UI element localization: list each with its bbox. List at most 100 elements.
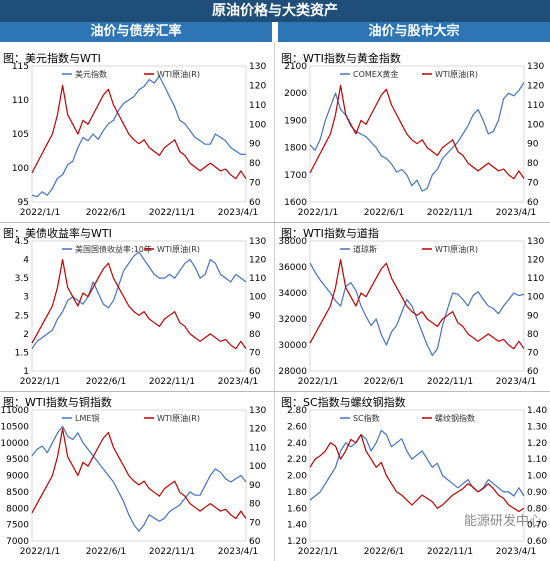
watermark-text: 能源研发中心 (463, 514, 542, 529)
chart-title: 图：WTI指数与道指 (281, 227, 379, 240)
x-tick-label: 2022/1/1 (298, 377, 338, 387)
y-left-tick-label: 4.5 (15, 237, 29, 247)
x-tick-label: 2023/4/1 (218, 547, 258, 557)
x-tick-label: 2023/4/1 (496, 208, 536, 218)
chart-panel-copper-wti: 图：WTI指数与铜指数 7000 7500 8000 8500 9000 9500 1000… (0, 394, 272, 561)
y-left-tick-label: 2.60 (287, 422, 307, 432)
series-line-primary (309, 81, 525, 192)
y-right-tick-label: 100 (249, 120, 266, 130)
section-title-right: 油价与股市大宗 (278, 22, 550, 42)
legend-label: WTI原油(R) (157, 244, 200, 254)
y-left-tick-label: 2 (23, 330, 29, 340)
y-left-tick-label: 3.5 (15, 274, 29, 284)
x-tick-label: 2022/6/1 (86, 208, 126, 218)
y-left-tick-label: 2.80 (287, 406, 307, 416)
y-left-tick-label: 1.80 (287, 488, 307, 498)
chart-panel-ust-wti: 图：美债收益率与WTI 1 1.5 2 2.5 3 3.5 4 4.5 60 70 80 90 100 1… (0, 225, 272, 391)
y-left-tick-label: 28000 (278, 367, 307, 377)
x-tick-label: 2022/11/1 (427, 547, 473, 557)
legend-label: SC指数 (353, 413, 380, 423)
x-tick-label: 2022/6/1 (86, 547, 126, 557)
y-left-tick-label: 2.20 (287, 455, 307, 465)
legend-label: WTI原油(R) (157, 413, 200, 423)
chart-title: 图：WTI指数与铜指数 (3, 396, 112, 409)
chart-sc-rebar: 1.20 1.40 1.60 1.80 2.00 2.20 2.40 2.60 2.80 0.60… (287, 406, 547, 557)
y-left-tick-label: 1.20 (287, 537, 307, 547)
legend-label: WTI原油(R) (435, 69, 478, 79)
y-left-tick-label: 115 (12, 62, 29, 72)
y-right-tick-label: 130 (527, 62, 544, 72)
y-left-tick-label: 1.5 (15, 348, 29, 358)
y-left-tick-label: 36000 (278, 263, 307, 273)
y-right-tick-label: 110 (249, 101, 266, 111)
x-tick-label: 2023/4/1 (496, 547, 536, 557)
page-title: 原油价格与大类资产 (0, 0, 550, 22)
y-left-tick-label: 1900 (284, 116, 307, 126)
y-right-tick-label: 0.70 (527, 521, 547, 531)
legend-label: 螺纹钢指数 (435, 413, 475, 423)
y-right-tick-label: 120 (249, 81, 266, 91)
y-right-tick-label: 80 (527, 159, 539, 169)
y-right-tick-label: 130 (249, 62, 266, 72)
y-right-tick-label: 70 (249, 179, 261, 189)
x-tick-label: 2022/6/1 (364, 547, 404, 557)
y-right-tick-label: 80 (527, 330, 539, 340)
y-right-tick-label: 0.90 (527, 488, 547, 498)
y-right-tick-label: 90 (249, 311, 261, 321)
y-right-tick-label: 70 (249, 518, 261, 528)
y-right-tick-label: 80 (249, 159, 261, 169)
y-right-tick-label: 100 (527, 120, 544, 130)
y-left-tick-label: 9500 (6, 455, 29, 465)
y-right-tick-label: 90 (249, 481, 261, 491)
y-left-tick-label: 1.60 (287, 504, 307, 514)
y-right-tick-label: 120 (249, 256, 266, 266)
y-left-tick-label: 100 (12, 164, 29, 174)
y-left-tick-label: 1700 (284, 171, 307, 181)
plot-frame (31, 409, 247, 542)
y-right-tick-label: 70 (527, 348, 539, 358)
y-left-tick-label: 2000 (284, 89, 307, 99)
y-right-tick-label: 120 (249, 425, 266, 435)
x-tick-label: 2022/11/1 (149, 377, 195, 387)
y-left-tick-label: 10500 (0, 422, 29, 432)
y-right-tick-label: 130 (249, 237, 266, 247)
x-tick-label: 2022/1/1 (298, 208, 338, 218)
y-left-tick-label: 1.40 (287, 521, 307, 531)
legend-label: COMEX黄金 (353, 69, 398, 79)
y-left-tick-label: 95 (18, 198, 29, 208)
chart-panel-dow-wti: 图：WTI指数与道指 28000 30000 32000 34000 36000 3800… (278, 225, 550, 391)
chart-gold-wti: 1600 1700 1800 1900 2000 2100 60 70 80 90 100 110 12… (284, 62, 544, 218)
y-left-tick-label: 32000 (278, 315, 307, 325)
plot-frame (31, 240, 247, 372)
y-right-tick-label: 0.80 (527, 504, 547, 514)
column-divider (274, 42, 275, 561)
y-right-tick-label: 1.40 (527, 406, 547, 416)
y-right-tick-label: 110 (249, 274, 266, 284)
x-tick-label: 2022/6/1 (364, 377, 404, 387)
chart-title: 图：SC指数与螺纹钢指数 (281, 396, 406, 409)
y-left-tick-label: 110 (12, 96, 29, 106)
series-line-primary (31, 75, 246, 198)
legend-label: 美国国债收益率:10年 (75, 244, 152, 254)
y-right-tick-label: 120 (527, 256, 544, 266)
y-left-tick-label: 7000 (6, 537, 29, 547)
row-divider-1 (0, 222, 550, 223)
y-right-tick-label: 60 (527, 367, 539, 377)
y-left-tick-label: 11000 (0, 406, 29, 416)
y-left-tick-label: 4 (23, 256, 29, 266)
y-right-tick-label: 90 (527, 311, 539, 321)
y-left-tick-label: 2.5 (15, 311, 29, 321)
y-right-tick-label: 60 (249, 198, 261, 208)
y-left-tick-label: 1800 (284, 144, 307, 154)
x-tick-label: 2023/4/1 (496, 377, 536, 387)
y-right-tick-label: 1.20 (527, 439, 547, 449)
x-tick-label: 2022/1/1 (20, 547, 60, 557)
y-left-tick-label: 9000 (6, 472, 29, 482)
plot-frame (309, 409, 525, 542)
y-right-tick-label: 110 (249, 443, 266, 453)
y-right-tick-label: 60 (249, 367, 261, 377)
series-line-primary (309, 429, 525, 501)
y-right-tick-label: 1.00 (527, 472, 547, 482)
row-divider-2 (0, 391, 550, 392)
y-left-tick-label: 2.40 (287, 439, 307, 449)
